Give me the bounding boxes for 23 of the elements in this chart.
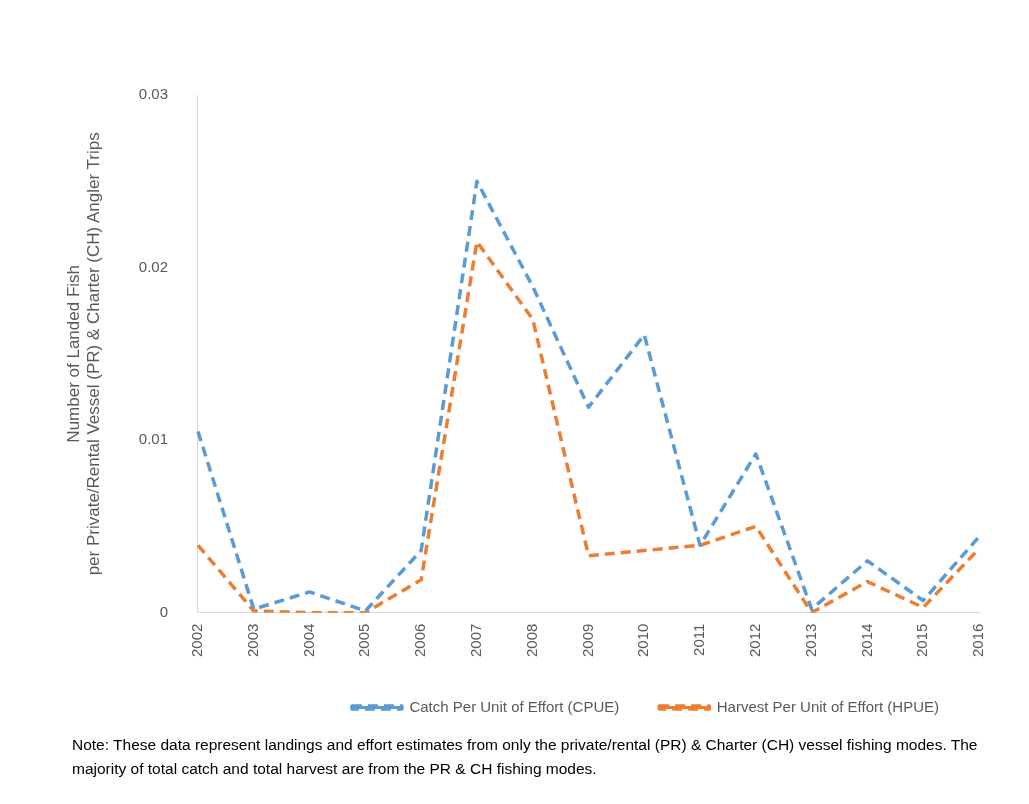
x-tick-label: 2008 [522,623,540,658]
y-tick-label: 0 [159,602,168,620]
text: Note: These data represent landings and effort estimates from only the private/rental (PR) & Charter (CH) vessel fishing modes. The majority of total catch and total harvest are from the PR & CH fishing modes. [72,735,979,779]
x-tick-label: 2014 [857,623,875,658]
x-tick-label: 2003 [243,623,261,658]
legend-label: Harvest Per Unit of Effort (HPUE) [716,697,940,715]
x-tick-label: 2002 [188,623,206,658]
x-tick-label: 2005 [355,623,373,658]
y-tick-label: 0.02 [138,257,168,275]
x-tick-label: 2004 [299,623,317,658]
x-tick-label: 2010 [634,623,652,658]
x-tick-label: 2013 [801,623,819,658]
x-tick-label: 2011 [690,623,708,656]
legend-label: Catch Per Unit of Effort (CPUE) [409,697,620,715]
y-axis-title: Number of Landed Fish per Private/Rental Vessel (PR) & Charter (CH) Angler Trips [63,132,104,576]
y-tick-label: 0.03 [138,85,168,103]
x-tick-label: 2007 [467,623,485,658]
x-tick-label: 2016 [969,623,987,658]
x-tick-label: 2015 [913,623,931,658]
x-tick-label: 2009 [578,623,596,658]
y-tick-label: 0.01 [138,430,168,448]
x-tick-label: 2012 [746,623,763,658]
x-tick-label: 2006 [411,623,429,658]
